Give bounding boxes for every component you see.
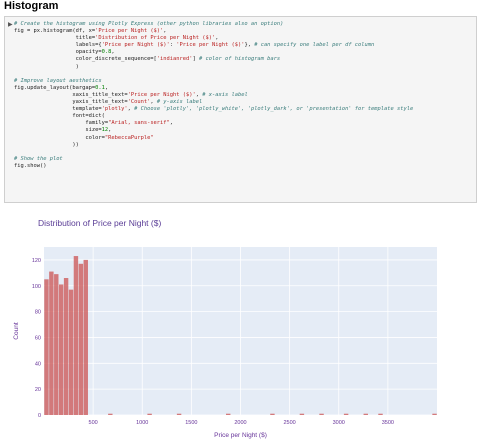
histogram-bar[interactable]	[270, 414, 274, 415]
code-line	[14, 149, 413, 156]
histogram-bar[interactable]	[364, 414, 368, 415]
y-axis-label: Count	[13, 322, 20, 340]
histogram-bar[interactable]	[147, 414, 151, 415]
histogram-bar[interactable]	[79, 264, 83, 415]
histogram-bar[interactable]	[177, 414, 181, 415]
y-tick-label: 120	[32, 258, 41, 264]
plot-output: Distribution of Price per Night ($) 500 1…	[4, 207, 477, 440]
code-line: labels={'Price per Night ($)': 'Price pe…	[14, 42, 413, 49]
page-heading: Histogram	[4, 0, 58, 12]
x-tick-label: 1500	[185, 420, 197, 426]
x-tick-label: 2500	[284, 420, 296, 426]
y-tick-label: 40	[35, 361, 41, 367]
code-line: xaxis_title_text='Price per Night ($)', …	[14, 92, 413, 99]
histogram-bar[interactable]	[49, 272, 53, 415]
code-line: # Show the plot	[14, 156, 413, 163]
y-tick-label: 20	[35, 387, 41, 393]
code-line: color="RebeccaPurple"	[14, 135, 413, 142]
code-editor[interactable]: # Create the histogram using Plotly Expr…	[14, 21, 413, 170]
x-tick-label: 3000	[333, 420, 345, 426]
x-tick-label: 1000	[136, 420, 148, 426]
code-line: size=12,	[14, 127, 413, 134]
code-line: family="Arial, sans-serif",	[14, 120, 413, 127]
code-line: yaxis_title_text='Count', # y-axis label	[14, 99, 413, 106]
y-tick-label: 60	[35, 335, 41, 341]
histogram-bar[interactable]	[44, 279, 48, 415]
x-tick-label: 500	[89, 420, 98, 426]
x-axis-label: Price per Night ($)	[214, 432, 267, 439]
histogram-bar[interactable]	[226, 414, 230, 415]
code-line: fig.update_layout(bargap=0.1,	[14, 85, 413, 92]
histogram-bar[interactable]	[344, 414, 348, 415]
code-line: )	[14, 64, 413, 71]
code-line: opacity=0.8,	[14, 49, 413, 56]
y-tick-label: 0	[38, 413, 41, 419]
code-cell[interactable]: ▶ # Create the histogram using Plotly Ex…	[4, 16, 477, 203]
code-line: fig.show()	[14, 163, 413, 170]
histogram-chart[interactable]: 500 1000 1500 2000 2500 3000 3500 0 20 40 60 80 100…	[4, 207, 477, 440]
code-line: ))	[14, 142, 413, 149]
code-line: fig = px.histogram(df, x='Price per Nigh…	[14, 28, 413, 35]
histogram-bar[interactable]	[378, 414, 382, 415]
code-line: color_discrete_sequence=['indianred'] # …	[14, 56, 413, 63]
histogram-bar[interactable]	[64, 278, 68, 415]
histogram-bar[interactable]	[74, 256, 78, 415]
x-tick-label: 3500	[382, 420, 394, 426]
y-tick-label: 100	[32, 284, 41, 290]
histogram-bar[interactable]	[300, 414, 304, 415]
histogram-bar[interactable]	[69, 290, 73, 415]
histogram-bar[interactable]	[54, 274, 58, 415]
histogram-bar[interactable]	[108, 414, 112, 415]
histogram-bar[interactable]	[319, 414, 323, 415]
histogram-bar[interactable]	[84, 260, 88, 415]
code-line: # Improve layout aesthetics	[14, 78, 413, 85]
run-cell-icon[interactable]: ▶	[8, 21, 13, 28]
code-line: font=dict(	[14, 113, 413, 120]
code-line: template='plotly', # Choose 'plotly', 'p…	[14, 106, 413, 113]
histogram-bar[interactable]	[432, 414, 436, 415]
code-line: title='Distribution of Price per Night (…	[14, 35, 413, 42]
histogram-bar[interactable]	[59, 284, 63, 415]
code-line	[14, 71, 413, 78]
code-line: # Create the histogram using Plotly Expr…	[14, 21, 413, 28]
y-tick-label: 80	[35, 310, 41, 316]
x-tick-label: 2000	[234, 420, 246, 426]
